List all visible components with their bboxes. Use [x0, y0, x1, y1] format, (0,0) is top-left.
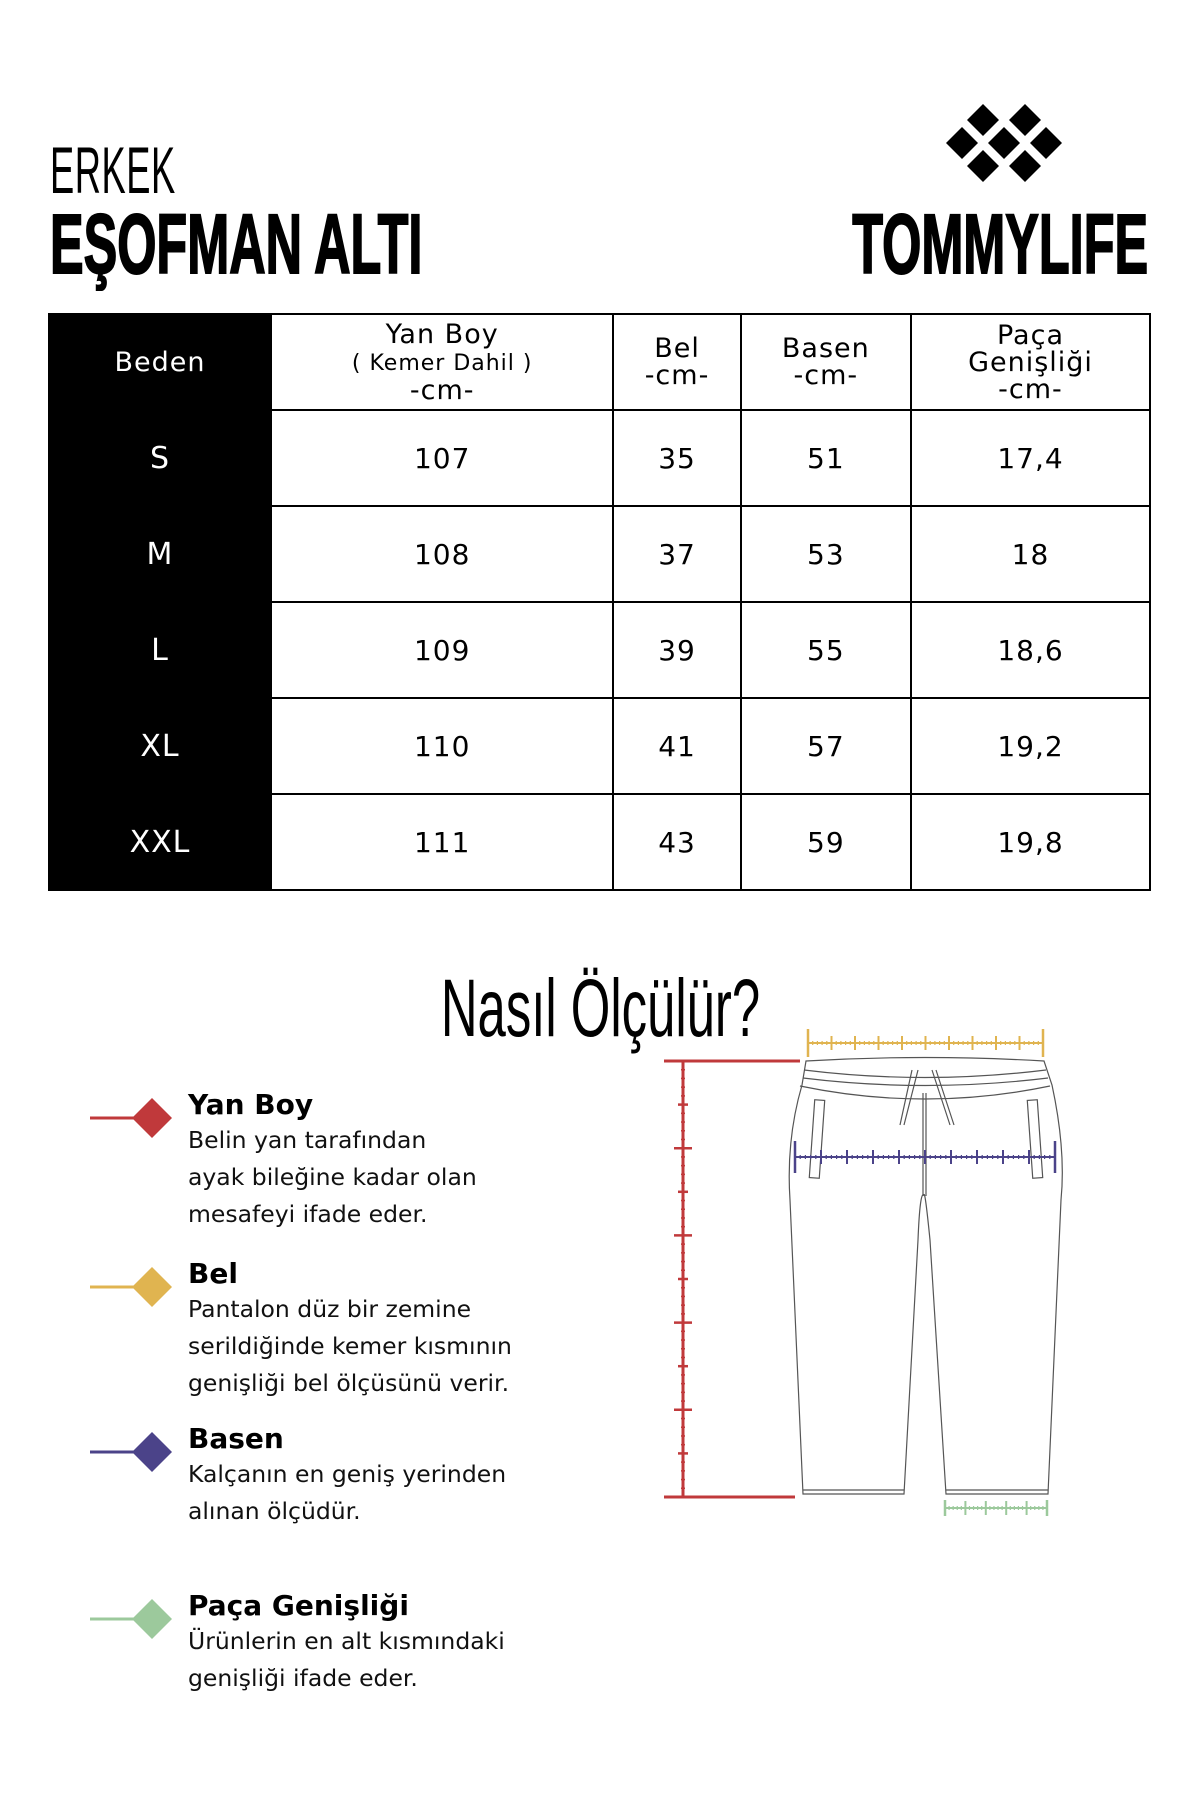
- yan-boy-cell: 111: [269, 793, 615, 891]
- header-title: Paça: [996, 319, 1064, 351]
- bel-cell: 41: [612, 697, 742, 795]
- table-row: M 108 37 53 18: [48, 505, 1151, 603]
- basen-cell: 57: [739, 697, 913, 795]
- size-cell: M: [48, 505, 272, 603]
- legend-description: mesafeyi ifade eder.: [188, 1200, 428, 1228]
- table-row: S 107 35 51 17,4: [48, 409, 1151, 507]
- legend-description: ayak bileğine kadar olan: [188, 1163, 477, 1191]
- legend-title: Basen: [188, 1422, 284, 1455]
- paca-cell: 18: [910, 505, 1151, 603]
- paca-cell: 19,2: [910, 697, 1151, 795]
- brand-logo-icon: [946, 104, 1062, 182]
- size-cell: S: [48, 409, 272, 507]
- bel-cell: 37: [612, 505, 742, 603]
- basen-cell: 51: [739, 409, 913, 507]
- legend-text: Paça Genişliği Ürünlerin en alt kısmındak…: [188, 1589, 588, 1697]
- table-row: XL 110 41 57 19,2: [48, 697, 1151, 795]
- header-beden: Beden: [48, 313, 272, 411]
- legend-description: serildiğinde kemer kısmının: [188, 1332, 512, 1360]
- header-bel: Bel -cm-: [612, 313, 742, 411]
- howto-title: Nasıl Ölçülür?: [0, 962, 1200, 1056]
- legend-description: alınan ölçüdür.: [188, 1497, 361, 1525]
- yan-boy-cell: 108: [269, 505, 615, 603]
- legend-description: Belin yan tarafından: [188, 1126, 427, 1154]
- paca-cell: 17,4: [910, 409, 1151, 507]
- legend-description: genişliği bel ölçüsünü verir.: [188, 1369, 510, 1397]
- bel-cell: 43: [612, 793, 742, 891]
- legend-description: Kalçanın en geniş yerinden: [188, 1460, 507, 1488]
- bel-ruler: [806, 1029, 1045, 1057]
- legend-description: Ürünlerin en alt kısmındaki: [188, 1627, 505, 1655]
- size-cell: XXL: [48, 793, 272, 891]
- legend-title: Bel: [188, 1257, 238, 1290]
- paca-ruler: [943, 1500, 1049, 1516]
- size-table: Beden Yan Boy( Kemer Dahil ) -cm- Bel -cm-…: [48, 313, 1151, 891]
- category-label: ERKEK: [50, 133, 176, 207]
- howto-title-text: Nasıl Ölçülür?: [440, 963, 760, 1054]
- header-unit: -cm-: [409, 374, 475, 406]
- header-title: Bel: [654, 333, 700, 364]
- basen-cell: 55: [739, 601, 913, 699]
- table-row: XXL 111 43 59 19,8: [48, 793, 1151, 891]
- legend-text: Basen Kalçanın en geniş yerinden alınan öl…: [188, 1422, 588, 1530]
- header-unit: -cm-: [644, 360, 710, 391]
- legend-text: Bel Pantalon düz bir zemine serildiğinde k…: [188, 1257, 588, 1402]
- basen-cell: 53: [739, 505, 913, 603]
- legend-title: Yan Boy: [188, 1088, 314, 1121]
- paca-cell: 18,6: [910, 601, 1151, 699]
- bel-cell: 39: [612, 601, 742, 699]
- pants-outline-icon: [788, 1056, 1063, 1495]
- table-header-row: Beden Yan Boy( Kemer Dahil ) -cm- Bel -cm-…: [48, 313, 1151, 411]
- product-title: EŞOFMAN ALTI: [49, 196, 423, 292]
- brand-name: TOMMYLIFE: [852, 196, 1149, 292]
- yan-boy-cell: 109: [269, 601, 615, 699]
- paca-cell: 19,8: [910, 793, 1151, 891]
- legend-description: genişliği ifade eder.: [188, 1664, 418, 1692]
- bel-cell: 35: [612, 409, 742, 507]
- yan-boy-cell: 110: [269, 697, 615, 795]
- header-yan-boy: Yan Boy( Kemer Dahil ) -cm-: [269, 313, 615, 411]
- legend-title: Paça Genişliği: [188, 1589, 409, 1622]
- size-cell: L: [48, 601, 272, 699]
- header-unit: -cm-: [793, 360, 859, 391]
- diamond-marker-icon: [90, 1098, 172, 1138]
- header-title: Basen: [781, 333, 870, 364]
- header-basen: Basen -cm-: [739, 313, 913, 411]
- table-row: L 109 39 55 18,6: [48, 601, 1151, 699]
- legend-description: Pantalon düz bir zemine: [188, 1295, 472, 1323]
- header-paca: Paça Genişliği -cm-: [910, 313, 1151, 411]
- diamond-marker-icon: [90, 1432, 172, 1472]
- header-sub: ( Kemer Dahil ): [351, 350, 533, 376]
- yan-boy-cell: 107: [269, 409, 615, 507]
- header-title: Yan Boy: [385, 318, 499, 350]
- yan-boy-ruler: [664, 1059, 800, 1499]
- basen-cell: 59: [739, 793, 913, 891]
- diamond-marker-icon: [90, 1599, 172, 1639]
- diamond-marker-icon: [90, 1267, 172, 1307]
- legend-text: Yan Boy Belin yan tarafından ayak bileğine…: [188, 1088, 588, 1233]
- header-unit: -cm-: [998, 373, 1063, 405]
- basen-ruler: [793, 1141, 1057, 1173]
- header-title2: Genişliği: [968, 346, 1093, 378]
- size-cell: XL: [48, 697, 272, 795]
